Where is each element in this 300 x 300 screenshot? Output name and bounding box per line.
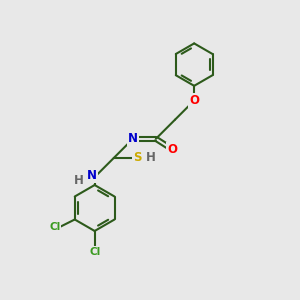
Text: Cl: Cl (49, 222, 60, 232)
Text: O: O (189, 94, 199, 107)
Text: N: N (87, 169, 97, 182)
Text: N: N (128, 132, 138, 145)
Text: S: S (133, 152, 142, 164)
Text: Cl: Cl (89, 247, 100, 256)
Text: H: H (74, 173, 83, 187)
Text: O: O (167, 142, 177, 156)
Text: H: H (146, 152, 156, 164)
